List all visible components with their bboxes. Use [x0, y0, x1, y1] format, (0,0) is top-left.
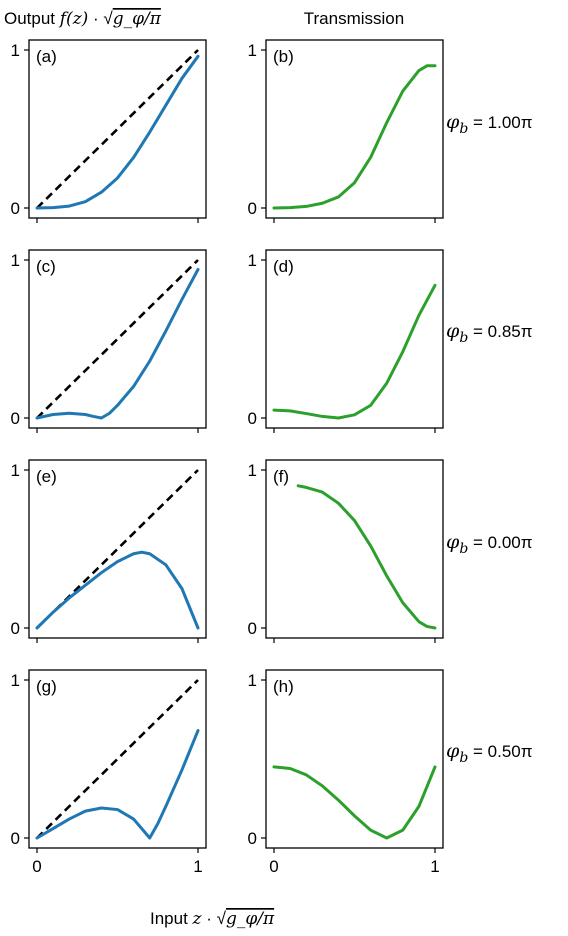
identity-reference-line [36, 469, 199, 629]
identity-reference-line [36, 679, 199, 839]
chart-panel-d: 0 1 (d) [248, 249, 444, 433]
x-axis-label: Input z · √g_φ/π [150, 909, 275, 929]
y-tick-label: 1 [248, 461, 257, 480]
series-line [35, 54, 200, 210]
row-label-phi-b: φb = 0.00π [446, 531, 532, 557]
series-line [296, 484, 437, 630]
panel-label: (g) [36, 677, 57, 696]
chart-panel-h: 0 1 0 1 (h) [248, 669, 444, 876]
chart-panel-c: 0 1 (c) [11, 249, 207, 433]
axes-frame [28, 459, 207, 639]
series-line [35, 267, 200, 420]
series-line [35, 550, 200, 630]
row-label-phi-b: φb = 0.50π [446, 740, 532, 766]
panel-label: (d) [273, 257, 294, 276]
left-column-title: Output f(z) · √g_φ/π [4, 9, 162, 29]
y-tick-label: 1 [11, 461, 20, 480]
axes-frame [265, 459, 444, 639]
row-label-phi-b: φb = 0.85π [446, 320, 532, 346]
chart-panel-e: 0 1 (e) [11, 459, 207, 643]
axes-frame [265, 39, 444, 219]
y-tick-label: 0 [11, 619, 20, 638]
y-tick-label: 1 [248, 671, 257, 690]
chart-panel-g: 0 1 0 1 (g) [11, 669, 207, 876]
y-tick-label: 1 [11, 41, 20, 60]
axes-frame [265, 249, 444, 429]
y-tick-label: 0 [11, 199, 20, 218]
y-tick-label: 0 [248, 199, 257, 218]
axes-frame [28, 669, 207, 849]
panel-label: (a) [36, 47, 57, 66]
chart-panel-f: 0 1 (f) [248, 459, 444, 643]
y-tick-label: 1 [11, 251, 20, 270]
y-tick-label: 0 [248, 619, 257, 638]
y-tick-label: 1 [248, 41, 257, 60]
x-tick-label: 0 [269, 857, 278, 876]
series-line [272, 765, 437, 840]
series-line [35, 729, 200, 840]
panel-label: (b) [273, 47, 294, 66]
chart-panel-b: 0 1 (b) [248, 39, 444, 223]
identity-reference-line [36, 49, 199, 209]
y-tick-label: 1 [11, 671, 20, 690]
row-label-phi-b: φb = 1.00π [446, 111, 532, 137]
right-column-title: Transmission [304, 9, 404, 28]
y-tick-label: 0 [248, 829, 257, 848]
identity-reference-line [36, 259, 199, 419]
y-tick-label: 1 [248, 251, 257, 270]
x-tick-label: 1 [193, 857, 202, 876]
chart-panel-a: 0 1 (a) [11, 39, 207, 223]
series-line [272, 64, 437, 210]
panel-label: (e) [36, 467, 57, 486]
axes-frame [28, 39, 207, 219]
y-tick-label: 0 [11, 409, 20, 428]
y-tick-label: 0 [248, 409, 257, 428]
panel-label: (c) [36, 257, 56, 276]
panel-label: (f) [273, 467, 289, 486]
axes-frame [265, 669, 444, 849]
panel-label: (h) [273, 677, 294, 696]
x-tick-label: 0 [32, 857, 41, 876]
axes-frame [28, 249, 207, 429]
x-tick-label: 1 [430, 857, 439, 876]
y-tick-label: 0 [11, 829, 20, 848]
series-line [272, 283, 437, 420]
